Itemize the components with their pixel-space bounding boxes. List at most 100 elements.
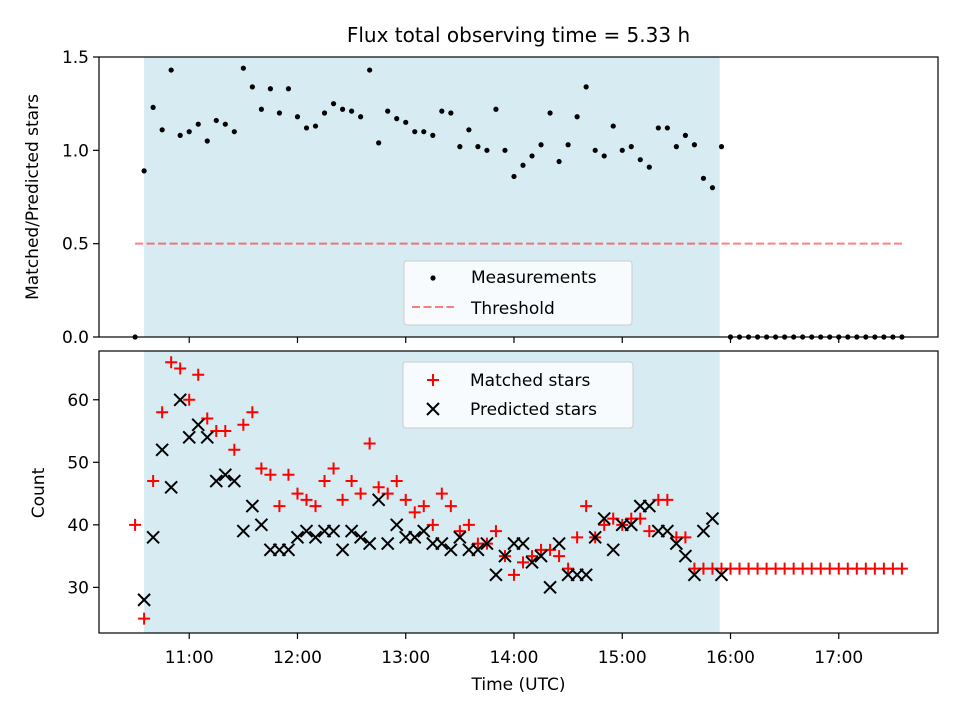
measurement-point: [231, 129, 237, 135]
predicted-stars-point: [543, 580, 557, 595]
predicted-stars-point: [705, 511, 720, 526]
matched-stars-point: [219, 425, 232, 438]
measurement-point: [529, 153, 535, 159]
measurement-point: [664, 125, 670, 131]
matched-stars-point: [489, 525, 502, 538]
measurement-point: [222, 121, 228, 127]
measurement-point: [204, 138, 210, 144]
measurement-point: [565, 142, 571, 148]
legend-predicted-marker: [426, 402, 440, 416]
predicted-stars-point: [281, 543, 296, 557]
measurement-point: [240, 65, 246, 71]
measurement-point: [466, 127, 472, 133]
matched-stars-point: [282, 468, 295, 481]
measurement-point: [249, 84, 255, 90]
matched-stars-point: [336, 493, 349, 506]
predicted-stars-point: [344, 524, 359, 538]
matched-stars-point: [507, 568, 520, 581]
counts-legend-box: [402, 361, 634, 429]
measurement-point: [520, 162, 526, 168]
measurement-point: [700, 175, 707, 181]
x-tick-label: 12:00: [273, 648, 322, 668]
measurement-point: [619, 147, 625, 153]
matched-stars-point: [517, 556, 530, 569]
predicted-stars-point: [353, 530, 368, 545]
matched-stars-point: [345, 475, 358, 488]
measurement-point: [691, 142, 698, 148]
measurement-point: [646, 164, 652, 170]
chart-title: Flux total observing time = 5.33 h: [347, 23, 690, 47]
measurement-point: [718, 144, 725, 150]
predicted-stars-point: [245, 499, 260, 513]
legend-matched-label: Matched stars: [470, 371, 590, 391]
y-tick-label: 40: [67, 516, 89, 536]
predicted-stars-point: [696, 524, 711, 538]
measurement-point: [556, 158, 562, 165]
measurement-point: [475, 144, 481, 150]
measurement-point: [168, 67, 174, 73]
measurement-point: [655, 125, 661, 131]
matched-stars-point: [580, 500, 593, 513]
predicted-stars-point: [435, 536, 449, 551]
matched-stars-point: [228, 443, 241, 456]
matched-stars-point: [309, 500, 322, 513]
matched-stars-point: [526, 550, 539, 563]
matched-stars-point: [661, 493, 674, 506]
predicted-stars-point: [326, 524, 341, 538]
predicted-stars-point: [299, 524, 314, 538]
predicted-stars-point: [408, 530, 422, 545]
ratio-legend: Measurements Threshold: [403, 260, 633, 326]
predicted-stars-point: [498, 549, 512, 563]
matched-stars-point: [291, 487, 304, 500]
axes-frame: [98, 350, 939, 634]
matched-stars-point: [327, 462, 340, 475]
x-tick-label: 11:00: [165, 648, 214, 668]
legend-predicted-label: Predicted stars: [470, 400, 597, 420]
y-tick-label: 50: [67, 453, 89, 473]
x-tick-label: 17:00: [814, 648, 863, 668]
measurement-point: [321, 110, 328, 116]
matched-stars-point: [300, 493, 313, 506]
matched-stars-point: [598, 518, 611, 531]
predicted-stars-point: [254, 518, 269, 532]
matched-stars-point: [453, 525, 466, 538]
measurement-point: [303, 125, 310, 131]
measurement-point: [583, 84, 589, 90]
matched-stars-point: [192, 368, 205, 381]
matched-stars-point: [129, 518, 142, 531]
measurement-point: [159, 127, 165, 133]
matched-stars-point: [399, 493, 412, 506]
matched-stars-point: [435, 487, 448, 500]
matched-stars-point: [174, 362, 187, 375]
matched-stars-point: [273, 500, 286, 513]
predicted-stars-point: [200, 430, 214, 444]
measurement-point: [394, 116, 400, 122]
predicted-stars-point: [308, 530, 323, 545]
measurement-point: [367, 67, 373, 73]
matched-stars-point: [264, 468, 277, 481]
predicted-stars-point: [182, 430, 196, 444]
x-tick-label: 16:00: [706, 648, 755, 668]
y-tick-label: 0.5: [62, 235, 89, 255]
measurement-point: [592, 147, 598, 153]
x-tick-label: 15:00: [598, 648, 647, 668]
matched-stars-point: [462, 518, 475, 531]
measurement-point: [439, 108, 445, 114]
matched-stars-point: [553, 550, 566, 563]
matched-stars-point: [165, 356, 178, 369]
predicted-stars-point: [191, 418, 205, 432]
y-tick-label: 30: [67, 578, 89, 598]
matched-stars-point: [372, 481, 385, 494]
measurement-point: [502, 147, 508, 153]
measurement-point: [376, 140, 382, 146]
measurement-point: [601, 153, 607, 159]
legend-matched-marker: [427, 374, 439, 386]
measurement-point: [673, 144, 679, 150]
predicted-stars-point: [579, 568, 593, 582]
predicted-stars-point: [173, 393, 187, 407]
predicted-stars-point: [642, 499, 657, 513]
matched-stars-point: [246, 406, 259, 419]
predicted-stars-point: [444, 543, 458, 557]
measurement-point: [150, 104, 156, 110]
matched-stars-point: [444, 500, 457, 513]
